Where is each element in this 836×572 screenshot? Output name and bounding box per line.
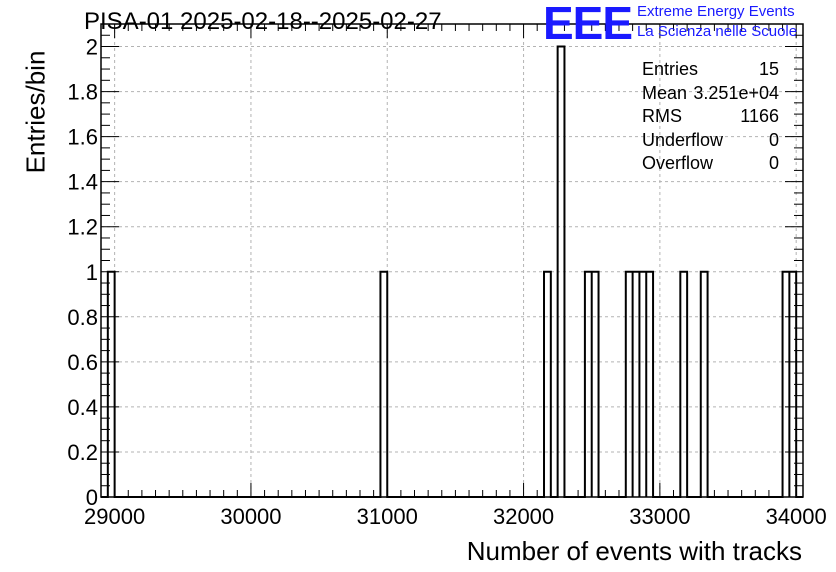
stat-row-mean: Mean 3.251e+04: [642, 82, 779, 106]
y-tick-label: 0.4: [67, 395, 98, 420]
y-tick-label: 0: [86, 485, 98, 510]
y-tick-label: 1.6: [67, 125, 98, 150]
histogram-bin: [544, 272, 551, 497]
stat-name: Entries: [642, 59, 699, 79]
logo-line-1: Extreme Energy Events: [637, 3, 795, 20]
stat-value: 3.251e+04: [693, 82, 779, 103]
y-tick-label: 0.2: [67, 440, 98, 465]
y-tick-label: 2: [86, 35, 98, 60]
x-tick-label: 30000: [220, 504, 281, 529]
stat-name: RMS: [642, 106, 682, 126]
histogram-bin: [680, 272, 687, 497]
stat-value: 0: [768, 153, 779, 173]
stats-box: Entries 15 Mean 3.251e+04 RMS 1166 Under…: [642, 58, 779, 176]
stat-row-underflow: Underflow 0: [642, 129, 779, 153]
histogram-bin: [626, 272, 633, 497]
eee-logo: EEE: [543, 0, 633, 49]
stat-name: Underflow: [642, 129, 724, 150]
y-tick-label: 1: [86, 260, 98, 285]
y-tick-label: 0.6: [67, 350, 98, 375]
x-tick-label: 32000: [493, 504, 554, 529]
histogram-bin: [701, 272, 708, 497]
histogram-bin: [380, 272, 387, 497]
chart-title: PISA-01 2025-02-18--2025-02-27: [84, 8, 442, 35]
histogram-bin: [783, 272, 790, 497]
stat-name: Mean: [642, 82, 688, 103]
histogram-bin: [592, 272, 599, 497]
y-axis-label: Entries/bin: [20, 50, 51, 174]
stat-value: 1166: [740, 106, 779, 126]
y-tick-label: 0.8: [67, 305, 98, 330]
x-tick-label: 29000: [84, 504, 145, 529]
histogram-bin: [633, 272, 640, 497]
x-tick-label: 34000: [766, 504, 827, 529]
x-tick-label: 33000: [629, 504, 690, 529]
grid-lines: [101, 24, 803, 497]
histogram-bin: [639, 272, 646, 497]
y-tick-label: 1.8: [67, 80, 98, 105]
y-axis-ticks: 0 0.2 0.4 0.6 0.8 1 1.2 1.4 1.6 1.8 2: [67, 23, 803, 510]
stat-name: Overflow: [642, 153, 714, 173]
x-tick-label: 31000: [357, 504, 418, 529]
y-tick-label: 1.4: [67, 170, 98, 195]
histogram-bin: [646, 272, 653, 497]
stat-value: 15: [758, 59, 779, 79]
logo-line-2: La Scienza nelle Scuole: [637, 23, 798, 40]
stat-value: 0: [768, 129, 779, 150]
y-tick-label: 1.2: [67, 215, 98, 240]
stat-row-rms: RMS 1166: [642, 105, 779, 129]
stat-row-overflow: Overflow 0: [642, 152, 779, 176]
stat-row-entries: Entries 15: [642, 58, 779, 82]
histogram-bin: [585, 272, 592, 497]
x-axis-label: Number of events with tracks: [466, 536, 802, 566]
